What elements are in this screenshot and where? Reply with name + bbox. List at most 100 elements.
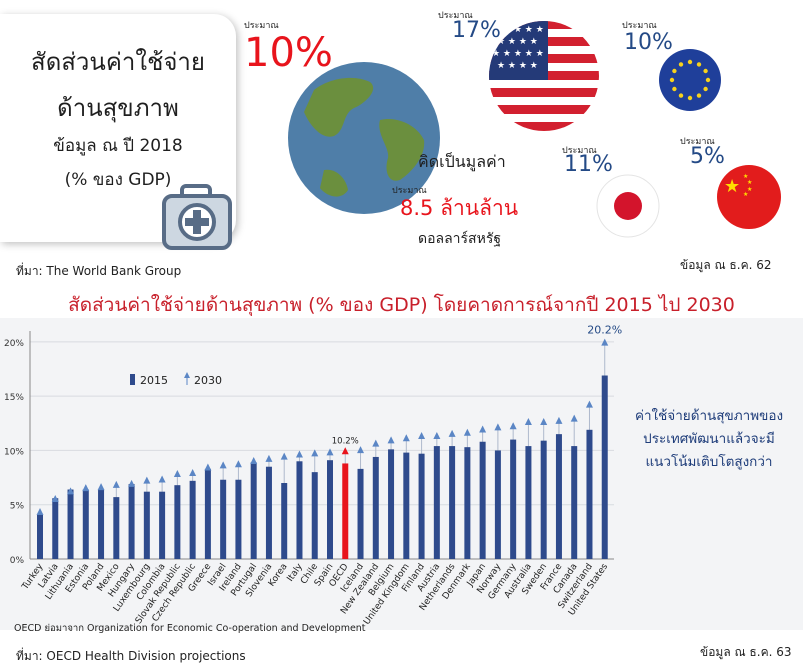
marker-2030 xyxy=(357,446,365,454)
side-note-line3: แนวโน้มเติบโตสูงกว่า xyxy=(645,454,773,470)
title-line1: สัดส่วนค่าใช้จ่าย xyxy=(31,48,205,76)
chart-title: สัดส่วนค่าใช้จ่ายด้านสุขภาพ (% ของ GDP) … xyxy=(68,294,735,316)
marker-2030 xyxy=(51,495,59,503)
marker-2030 xyxy=(128,479,136,487)
approx-label-us: ประมาณ xyxy=(438,11,473,21)
marker-2030 xyxy=(295,450,303,458)
svg-text:★ ★ ★ ★: ★ ★ ★ ★ xyxy=(497,37,538,47)
oecd-note: OECD ย่อมาจาก Organization for Economic … xyxy=(14,623,366,634)
eu-flag-icon xyxy=(659,49,721,111)
svg-text:★ ★ ★ ★ ★: ★ ★ ★ ★ ★ xyxy=(492,25,544,35)
marker-2030 xyxy=(36,508,44,516)
globe-icon xyxy=(288,62,440,214)
bar-2015 xyxy=(265,466,272,559)
bar-2015 xyxy=(67,489,74,559)
bar-2015 xyxy=(571,446,578,559)
bar-2015 xyxy=(433,446,440,559)
us-percentage: 17% xyxy=(452,18,501,43)
side-note-line1: ค่าใช้จ่ายด้านสุขภาพของ xyxy=(634,408,784,424)
approx-label-cn: ประมาณ xyxy=(680,137,715,147)
svg-text:★: ★ xyxy=(743,173,748,180)
marker-2030 xyxy=(158,475,166,483)
bar-2015 xyxy=(388,449,395,559)
svg-text:★: ★ xyxy=(747,179,752,186)
value-line2: 8.5 ล้านล้าน xyxy=(400,196,519,220)
approx-label-world: ประมาณ xyxy=(244,21,279,31)
bar-2015 xyxy=(174,485,181,559)
bar-2015 xyxy=(479,441,486,559)
bar-2015 xyxy=(159,491,166,559)
bar-2015 xyxy=(342,463,349,559)
y-tick-label: 0% xyxy=(10,556,25,566)
marker-2030 xyxy=(448,429,456,437)
bar-2015 xyxy=(464,447,471,559)
marker-2030 xyxy=(219,461,227,469)
marker-2030 xyxy=(433,432,441,440)
chart-panel: 0% 5% 10% 15% 20% Turkey Latvia Lithuania Estoni… xyxy=(0,318,803,630)
bar-2015 xyxy=(418,453,425,559)
bar-2015 xyxy=(296,461,303,559)
marker-2030 xyxy=(67,487,75,495)
svg-text:★: ★ xyxy=(747,186,752,193)
approx-label-eu: ประมาณ xyxy=(622,21,657,31)
japan-percentage: 11% xyxy=(564,152,613,177)
bar-2015 xyxy=(143,491,150,559)
bar-2015 xyxy=(235,479,242,559)
bar-2015 xyxy=(98,489,105,559)
legend-2030-label: 2030 xyxy=(194,374,222,387)
bar-2015 xyxy=(204,468,211,559)
data-label: 10.2% xyxy=(332,436,359,446)
marker-2030 xyxy=(234,460,242,468)
svg-text:★: ★ xyxy=(724,176,740,197)
y-tick-label: 10% xyxy=(4,447,24,457)
bar-2015 xyxy=(403,452,410,559)
marker-2030 xyxy=(189,468,197,476)
marker-2030 xyxy=(250,457,258,465)
bar-2015 xyxy=(525,446,532,559)
marker-2030 xyxy=(82,484,90,492)
bar-2015 xyxy=(281,483,288,559)
marker-2030 xyxy=(402,434,410,442)
bar-2015 xyxy=(555,434,562,559)
marker-2030 xyxy=(601,338,609,346)
value-line3: ดอลลาร์สหรัฐ xyxy=(418,231,502,247)
bar-2015 xyxy=(510,439,517,559)
title-line2: ด้านสุขภาพ xyxy=(57,94,179,122)
marker-2030 xyxy=(265,454,273,462)
marker-2030 xyxy=(479,425,487,433)
title-card: สัดส่วนค่าใช้จ่าย ด้านสุขภาพ ข้อมูล ณ ปี… xyxy=(0,14,236,250)
source-top: ที่มา: The World Bank Group xyxy=(16,264,182,278)
legend-2015-label: 2015 xyxy=(140,374,168,387)
marker-2030 xyxy=(143,476,151,484)
eu-percentage: 10% xyxy=(624,30,673,55)
marker-2030 xyxy=(173,470,181,478)
approx-label-jp: ประมาณ xyxy=(562,146,597,156)
first-aid-kit-icon xyxy=(162,184,232,250)
legend-2015-swatch xyxy=(130,374,135,385)
japan-flag-icon xyxy=(596,174,660,238)
date-bottom: ข้อมูล ณ ธ.ค. 63 xyxy=(700,645,792,659)
bar-2015 xyxy=(586,429,593,559)
marker-2030 xyxy=(341,447,349,455)
marker-2030 xyxy=(585,400,593,408)
source-bottom: ที่มา: OECD Health Division projections xyxy=(16,649,246,663)
bar-2015 xyxy=(220,479,227,559)
marker-2030 xyxy=(97,483,105,491)
approx-label-value: ประมาณ xyxy=(392,186,427,196)
marker-2030 xyxy=(204,463,212,471)
bar-2015 xyxy=(189,480,196,559)
bar-2015 xyxy=(128,484,135,559)
bar-2015 xyxy=(327,460,333,559)
bar-2015 xyxy=(82,489,89,559)
marker-2030 xyxy=(524,417,532,425)
value-line1: คิดเป็นมูลค่า xyxy=(418,152,506,171)
china-percentage: 5% xyxy=(690,144,725,169)
svg-text:★: ★ xyxy=(743,191,748,198)
marker-2030 xyxy=(387,436,395,444)
marker-2030 xyxy=(326,448,334,456)
marker-2030 xyxy=(509,422,517,430)
bar-2015 xyxy=(52,498,59,559)
marker-2030 xyxy=(494,423,502,431)
data-label: 20.2% xyxy=(587,324,622,337)
svg-text:★ ★ ★ ★ ★: ★ ★ ★ ★ ★ xyxy=(492,49,544,59)
